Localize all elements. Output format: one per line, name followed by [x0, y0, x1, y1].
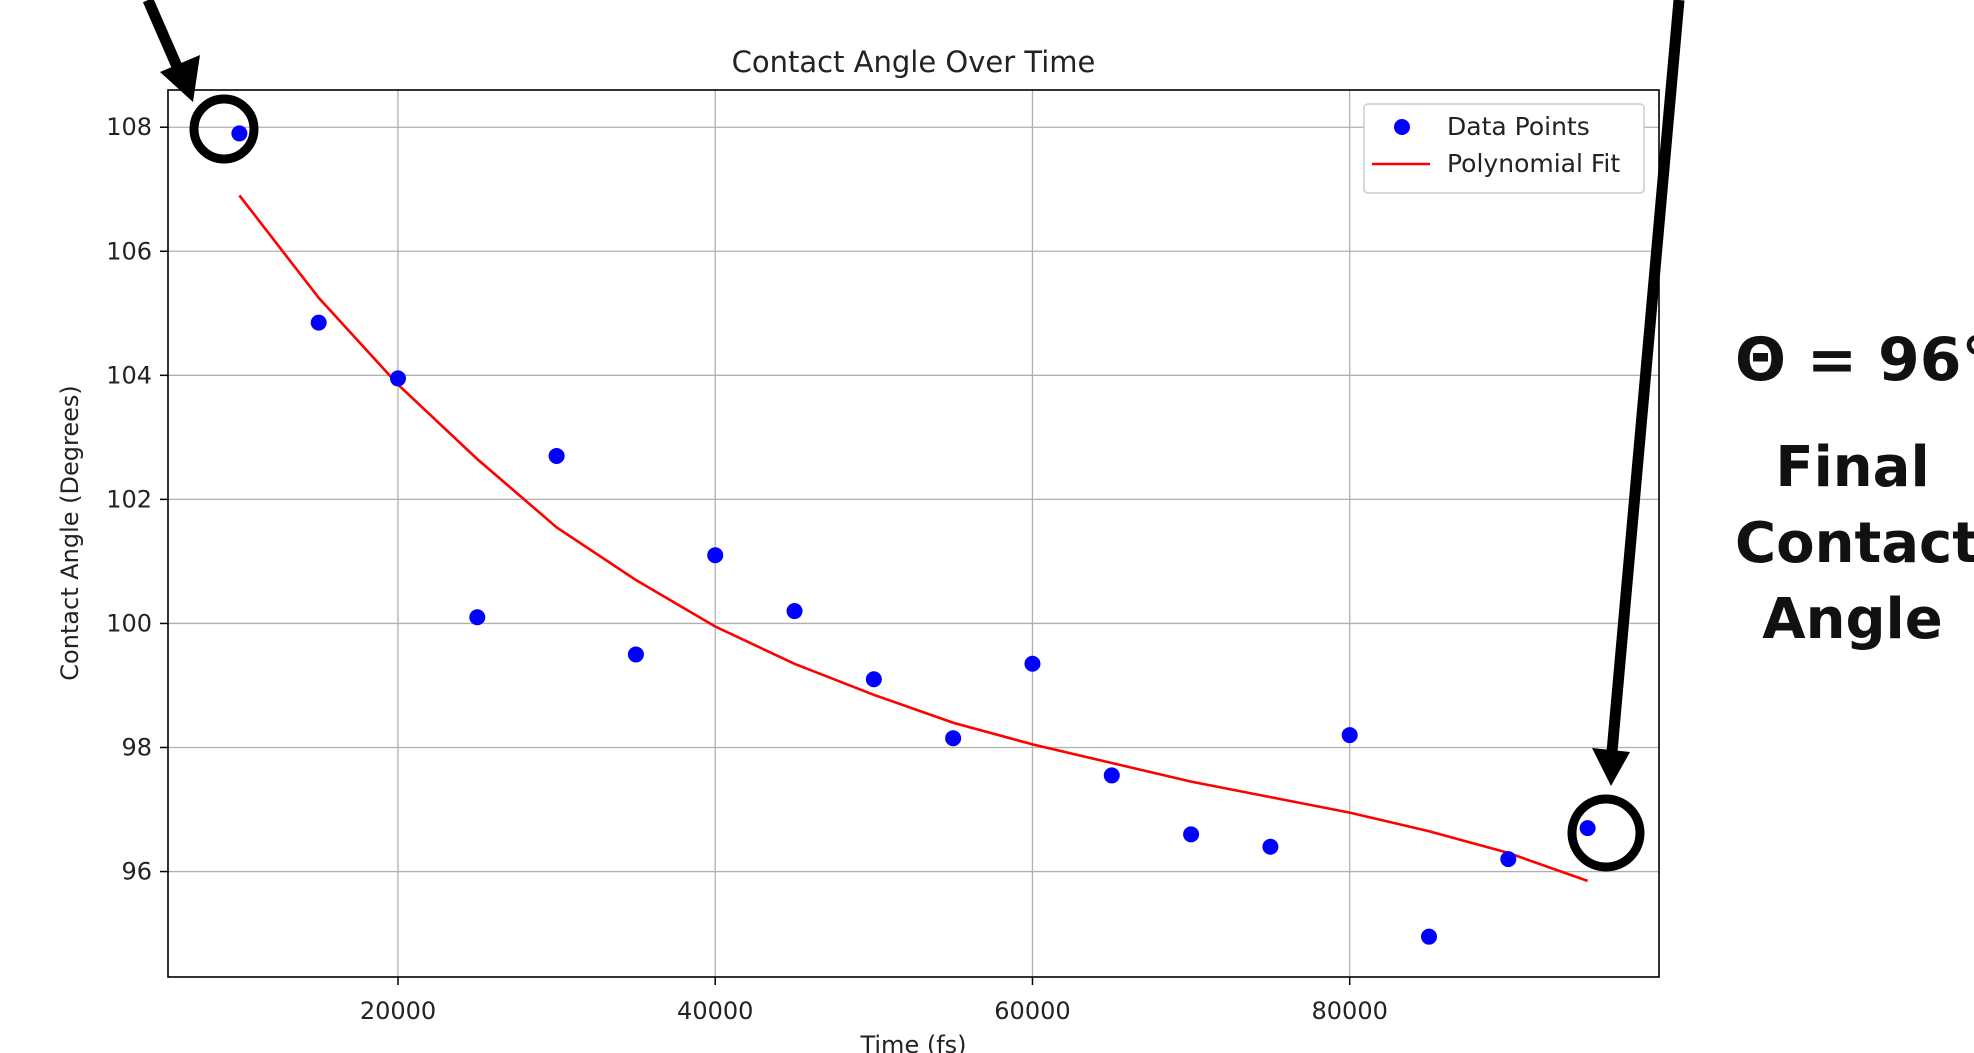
y-tick-label: 106: [106, 237, 152, 265]
data-point: [310, 314, 327, 331]
legend-label-data-points: Data Points: [1447, 112, 1590, 141]
y-axis-label: Contact Angle (Degrees): [56, 385, 84, 681]
annotation-overlay: [142, 0, 1685, 872]
data-point: [1262, 838, 1279, 855]
start-arrow-shaft: [142, 0, 188, 81]
y-tick-label: 98: [121, 733, 152, 761]
data-point: [548, 447, 565, 464]
final-point-highlight-circle: [1567, 794, 1645, 872]
legend-label-polynomial-fit: Polynomial Fit: [1447, 149, 1620, 178]
chart-title: Contact Angle Over Time: [732, 45, 1096, 79]
series-polynomial-fit-line: [238, 194, 1589, 883]
x-tick-label: 80000: [1312, 997, 1388, 1025]
data-point: [707, 547, 724, 564]
final-angle-value: Θ = 96°: [1735, 325, 1974, 395]
series-data-points: [231, 125, 1596, 945]
y-tick-label: 96: [121, 858, 152, 886]
data-point: [1500, 851, 1517, 868]
axis-ticks: 20000 40000 60000 80000 96 98 100 102 104 106 108: [106, 113, 1388, 1025]
x-axis-label: Time (fs): [859, 1031, 966, 1053]
y-tick-label: 108: [106, 113, 152, 141]
data-point: [469, 609, 486, 626]
data-point: [1103, 767, 1120, 784]
start-point-highlight-circle: [189, 94, 259, 164]
data-point: [1421, 928, 1438, 945]
legend: Data Points Polynomial Fit: [1363, 103, 1645, 194]
data-point: [389, 370, 406, 387]
data-point: [945, 730, 962, 747]
final-arrow-shaft: [1606, 0, 1685, 753]
grid: [168, 90, 1659, 977]
data-point: [1579, 820, 1596, 837]
x-tick-label: 20000: [360, 997, 436, 1025]
axes-frame: [167, 89, 1660, 978]
final-angle-label: Final Contact Angle: [1735, 435, 1974, 652]
y-tick-label: 102: [106, 485, 152, 513]
data-point: [1341, 727, 1358, 744]
x-tick-label: 60000: [994, 997, 1070, 1025]
legend-box: [1363, 103, 1645, 194]
y-tick-label: 100: [106, 609, 152, 637]
data-point: [231, 125, 248, 142]
final-arrowhead: [1592, 748, 1630, 786]
data-point: [1183, 826, 1200, 843]
x-tick-label: 40000: [677, 997, 753, 1025]
data-point: [786, 603, 803, 620]
legend-marker-data-points: [1394, 119, 1410, 135]
data-point: [627, 646, 644, 663]
start-arrowhead: [160, 55, 200, 102]
data-point: [1024, 655, 1041, 672]
data-point: [865, 671, 882, 688]
y-tick-label: 104: [106, 361, 152, 389]
